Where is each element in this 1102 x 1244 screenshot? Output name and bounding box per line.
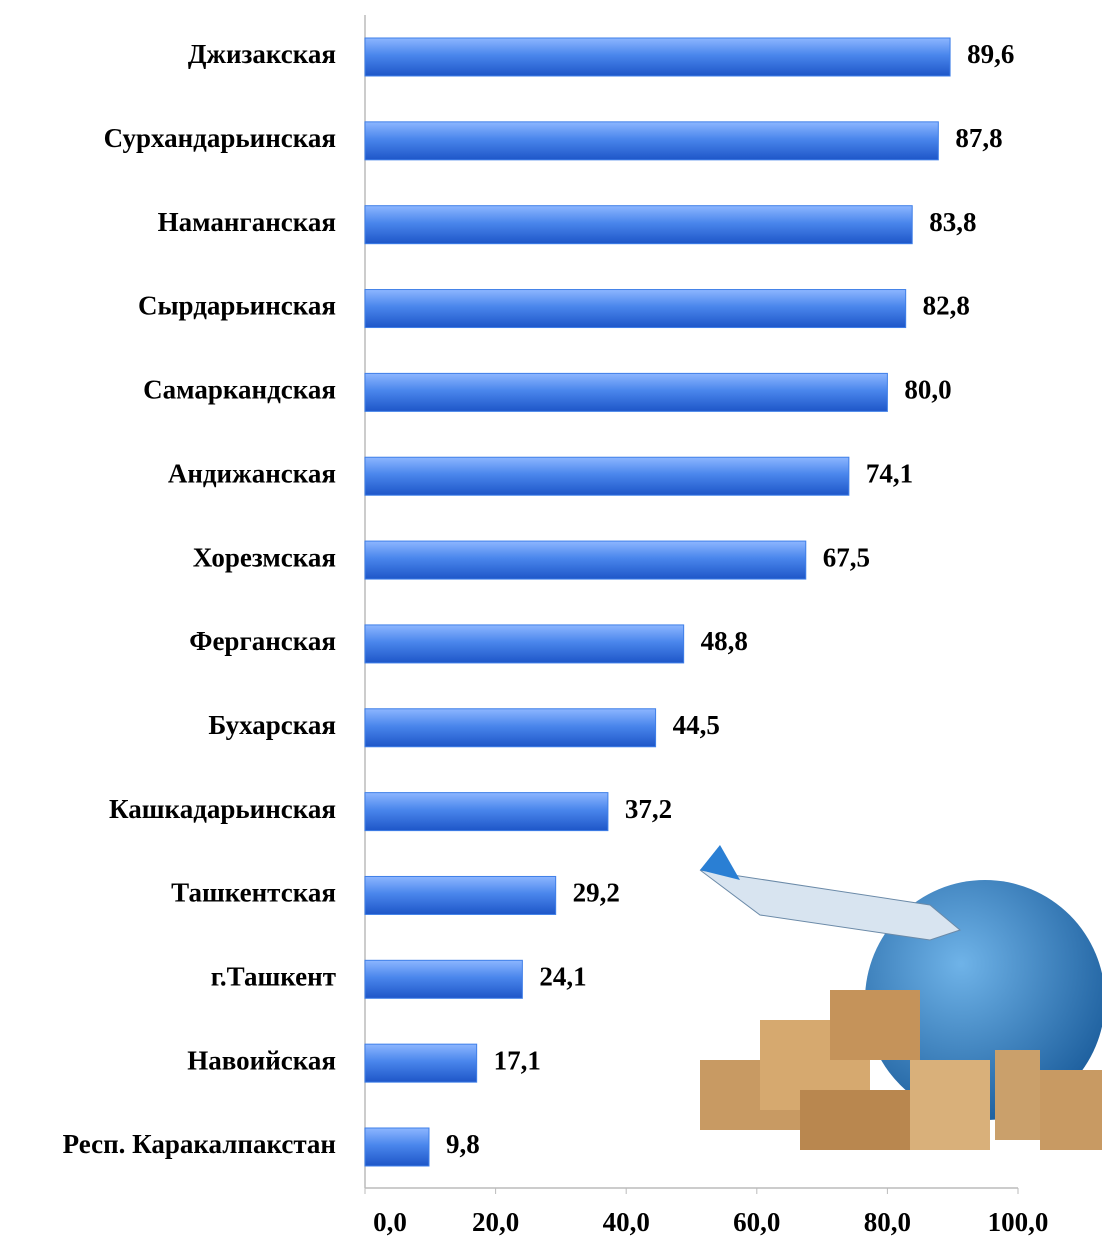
- bar: [364, 456, 850, 496]
- y-tick-label: Наманганская: [158, 207, 336, 237]
- data-label: 89,6: [967, 39, 1014, 69]
- data-label: 80,0: [904, 375, 951, 405]
- bar: [364, 1127, 430, 1167]
- y-tick-label: Ташкентская: [171, 878, 336, 908]
- data-label: 48,8: [701, 626, 748, 656]
- y-tick-label: Сырдарьинская: [138, 291, 336, 321]
- bar: [364, 708, 657, 748]
- bar: [364, 959, 523, 999]
- x-tick-label: 20,0: [472, 1207, 519, 1237]
- y-tick-label: Джизакская: [188, 39, 336, 69]
- x-tick-label: 100,0: [988, 1207, 1049, 1237]
- bar: [364, 372, 888, 412]
- bar: [364, 540, 807, 580]
- x-tick-label: 60,0: [733, 1207, 780, 1237]
- bar: [364, 624, 685, 664]
- bar: [364, 875, 557, 915]
- y-tick-label: Ферганская: [189, 626, 336, 656]
- data-label: 82,8: [923, 291, 970, 321]
- y-tick-label: Самаркандская: [143, 375, 336, 405]
- bar: [364, 792, 609, 832]
- bar: [364, 121, 939, 161]
- data-label: 9,8: [446, 1129, 480, 1159]
- x-tick-label: 40,0: [603, 1207, 650, 1237]
- data-label: 29,2: [573, 878, 620, 908]
- data-label: 24,1: [539, 962, 586, 992]
- bar: [364, 289, 907, 329]
- data-label: 44,5: [673, 710, 720, 740]
- data-label: 83,8: [929, 207, 976, 237]
- bar: [364, 1043, 478, 1083]
- y-tick-label: Сурхандарьинская: [104, 123, 336, 153]
- data-label: 74,1: [866, 458, 913, 488]
- bar: [364, 205, 913, 245]
- y-tick-label: Хорезмская: [193, 542, 336, 572]
- data-label: 87,8: [955, 123, 1002, 153]
- x-tick-label: 80,0: [864, 1207, 911, 1237]
- data-label: 17,1: [494, 1045, 541, 1075]
- y-tick-label: Кашкадарьинская: [109, 794, 336, 824]
- y-tick-label: г.Ташкент: [211, 962, 336, 992]
- bar: [364, 37, 951, 77]
- y-tick-label: Респ. Каракалпакстан: [63, 1129, 336, 1159]
- data-label: 67,5: [823, 542, 870, 572]
- y-tick-label: Бухарская: [208, 710, 336, 740]
- decoration: [699, 845, 1102, 1150]
- y-tick-label: Навоийская: [187, 1045, 336, 1075]
- x-tick-label: 0,0: [373, 1207, 407, 1237]
- y-tick-label: Андижанская: [168, 458, 336, 488]
- data-label: 37,2: [625, 794, 672, 824]
